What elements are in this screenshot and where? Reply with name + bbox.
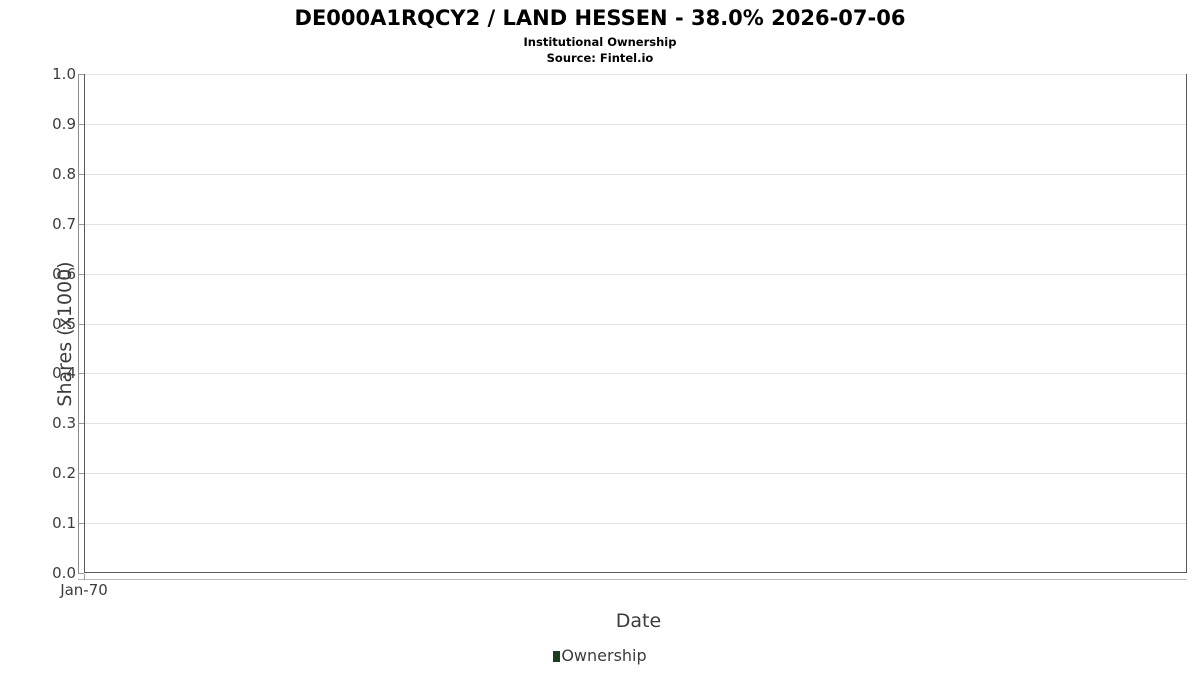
plot-area <box>84 74 1187 573</box>
y-tick-label: 0.1 <box>52 514 76 532</box>
y-tick-label: 0.3 <box>52 414 76 432</box>
y-tick-mark <box>78 174 84 175</box>
chart-source-attribution: Source: Fintel.io <box>546 51 654 65</box>
gridline-horizontal <box>85 123 1186 125</box>
legend-label: Ownership <box>561 646 647 665</box>
y-tick-label: 0.6 <box>52 265 76 283</box>
y-tick-label: 0.5 <box>52 315 76 333</box>
y-tick-mark <box>78 473 84 474</box>
chart-subtitle: Institutional Ownership <box>523 35 677 49</box>
y-tick-mark <box>78 74 84 75</box>
y-tick-mark <box>78 423 84 424</box>
y-tick-label: 0.4 <box>52 364 76 382</box>
x-axis-title: Date <box>615 610 662 632</box>
x-tick-mark <box>84 574 85 580</box>
y-tick-mark <box>78 324 84 325</box>
chart-title: DE000A1RQCY2 / LAND HESSEN - 38.0% 2026-… <box>294 6 906 30</box>
y-tick-label: 1.0 <box>52 65 76 83</box>
y-tick-mark <box>78 523 84 524</box>
gridline-horizontal <box>85 74 1186 75</box>
y-tick-mark <box>78 373 84 374</box>
y-tick-mark <box>78 124 84 125</box>
y-tick-mark <box>78 573 84 574</box>
y-tick-label: 0.7 <box>52 215 76 233</box>
gridline-horizontal <box>85 373 1186 375</box>
y-tick-mark <box>78 224 84 225</box>
y-tick-label: 0.9 <box>52 115 76 133</box>
x-tick-label: Jan-70 <box>60 581 108 599</box>
y-tick-label: 0.2 <box>52 464 76 482</box>
gridline-horizontal <box>85 523 1186 525</box>
x-axis-spine <box>78 579 1187 580</box>
y-tick-label: 0.0 <box>52 564 76 582</box>
legend-item[interactable]: Ownership <box>553 646 647 665</box>
gridline-horizontal <box>85 423 1186 425</box>
y-axis-title: Shares (x1000) <box>54 261 76 407</box>
chart-legend: Ownership <box>0 648 1200 664</box>
gridline-horizontal <box>85 223 1186 225</box>
y-tick-mark <box>78 274 84 275</box>
gridline-horizontal <box>85 173 1186 175</box>
y-tick-label: 0.8 <box>52 165 76 183</box>
gridline-horizontal <box>85 323 1186 325</box>
gridline-horizontal <box>85 273 1186 275</box>
legend-swatch-icon <box>553 650 561 662</box>
gridline-horizontal <box>85 473 1186 475</box>
